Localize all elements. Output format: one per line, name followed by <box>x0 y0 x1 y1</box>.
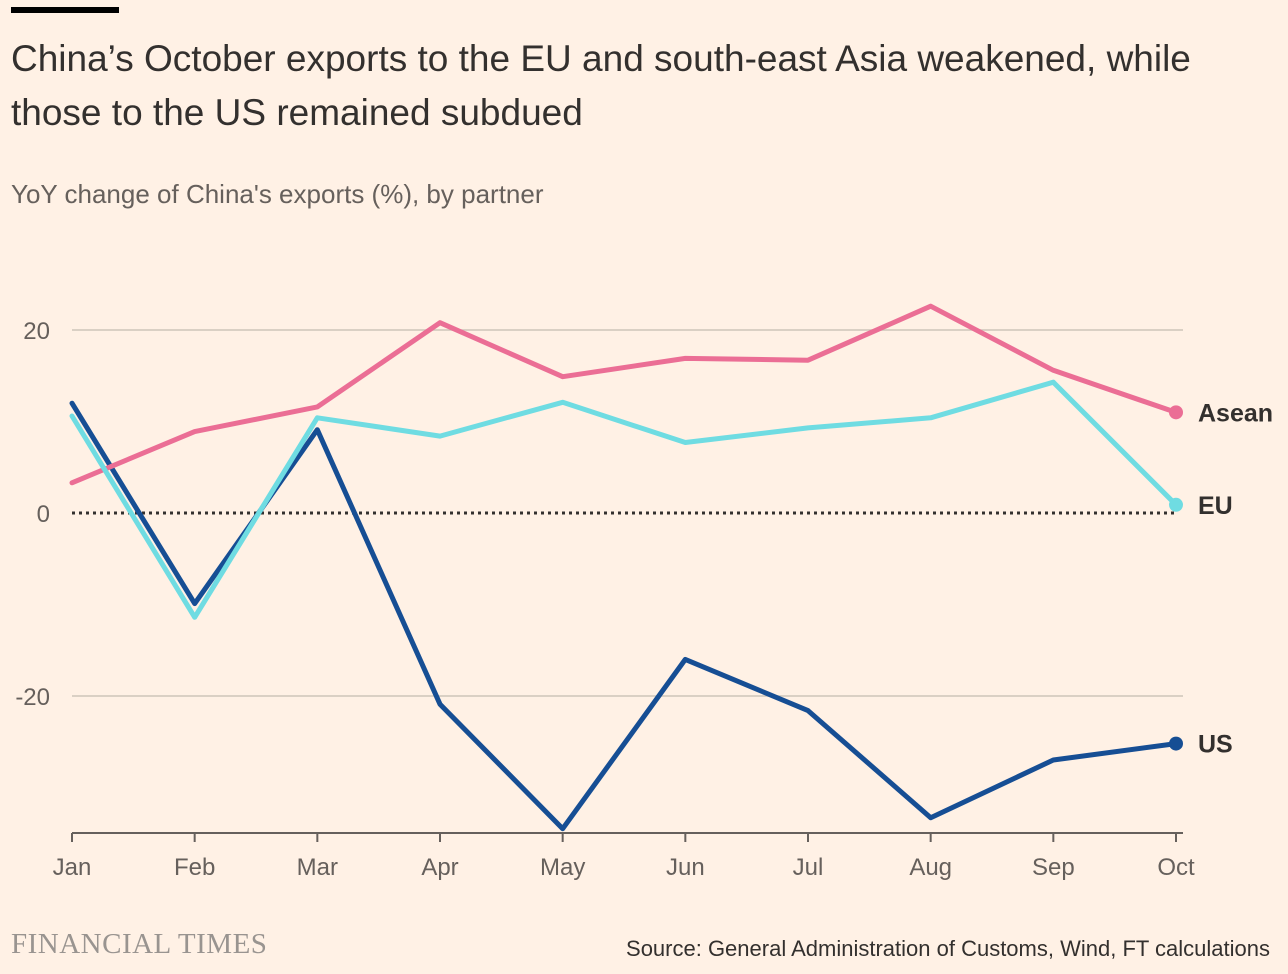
x-tick-label: Jun <box>666 854 705 881</box>
x-tick-label: Feb <box>174 854 215 881</box>
series-lines <box>69 303 1179 832</box>
x-tick-label: Jan <box>53 854 92 881</box>
source-note: Source: General Administration of Custom… <box>626 936 1270 961</box>
x-tick-label: Aug <box>909 854 952 881</box>
series-line-us <box>69 400 1179 832</box>
series-label-us: US <box>1198 731 1233 759</box>
end-point-eu <box>1169 497 1183 512</box>
x-tick-label: Jul <box>793 854 824 881</box>
x-axis: Jan Feb Mar Apr May Jun Jul Aug Sep Oct <box>53 832 1195 881</box>
chart-subtitle: YoY change of China's exports (%), by pa… <box>11 179 544 209</box>
series-line-asean <box>69 303 1179 486</box>
y-tick-label: 20 <box>23 318 50 345</box>
x-tick-label: Mar <box>297 854 338 881</box>
series-line-eu <box>69 379 1179 620</box>
brand-top-bar <box>11 7 119 13</box>
gridlines: 20 0 -20 <box>15 318 1183 711</box>
series-labels: Asean EU US <box>1169 399 1273 759</box>
x-tick-label: Sep <box>1032 854 1075 881</box>
series-label-asean: Asean <box>1198 399 1273 427</box>
x-tick-label: Apr <box>421 854 458 881</box>
end-point-us <box>1169 736 1183 751</box>
x-tick-label: May <box>540 854 585 881</box>
y-tick-label: 0 <box>37 501 50 528</box>
chart-title: China’s October exports to the EU and so… <box>11 38 1191 133</box>
series-label-eu: EU <box>1198 492 1233 520</box>
y-tick-label: -20 <box>15 684 50 711</box>
x-tick-label: Oct <box>1157 854 1195 881</box>
end-point-asean <box>1169 405 1183 420</box>
ft-logo-wordmark: FINANCIAL TIMES <box>11 928 268 960</box>
